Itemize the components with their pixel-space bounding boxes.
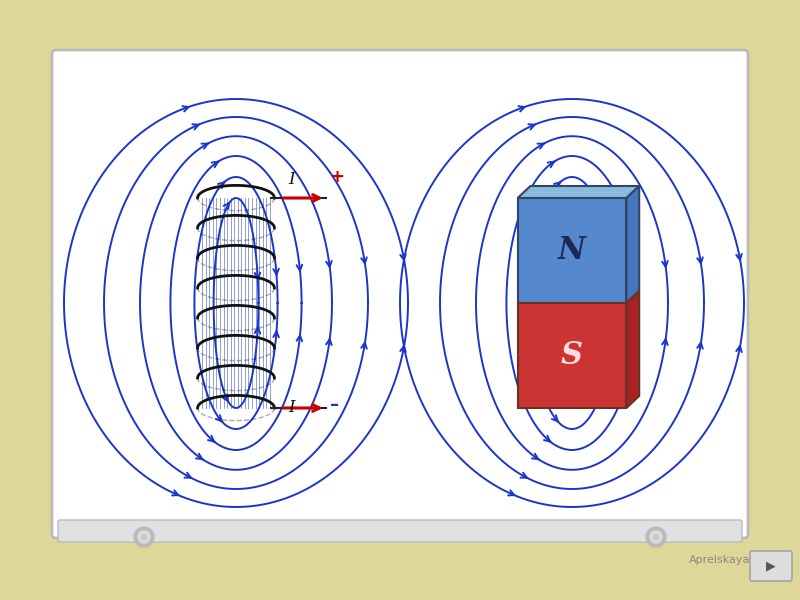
Polygon shape [626,186,639,303]
FancyBboxPatch shape [52,50,748,538]
Text: I: I [289,171,295,188]
Circle shape [646,527,666,547]
Text: ▶: ▶ [766,559,776,572]
Circle shape [653,534,659,540]
FancyBboxPatch shape [750,551,792,581]
Circle shape [650,531,662,543]
Circle shape [138,531,150,543]
Text: N: N [558,235,586,266]
FancyBboxPatch shape [518,303,626,408]
Text: I: I [289,399,295,416]
FancyBboxPatch shape [58,520,742,542]
Text: –: – [330,396,338,414]
FancyBboxPatch shape [518,198,626,303]
Text: S: S [561,340,583,371]
Circle shape [141,534,147,540]
Polygon shape [626,291,639,408]
Circle shape [134,527,154,547]
Text: Aprelskaya: Aprelskaya [689,555,750,565]
Text: +: + [330,168,345,186]
Polygon shape [518,186,639,198]
